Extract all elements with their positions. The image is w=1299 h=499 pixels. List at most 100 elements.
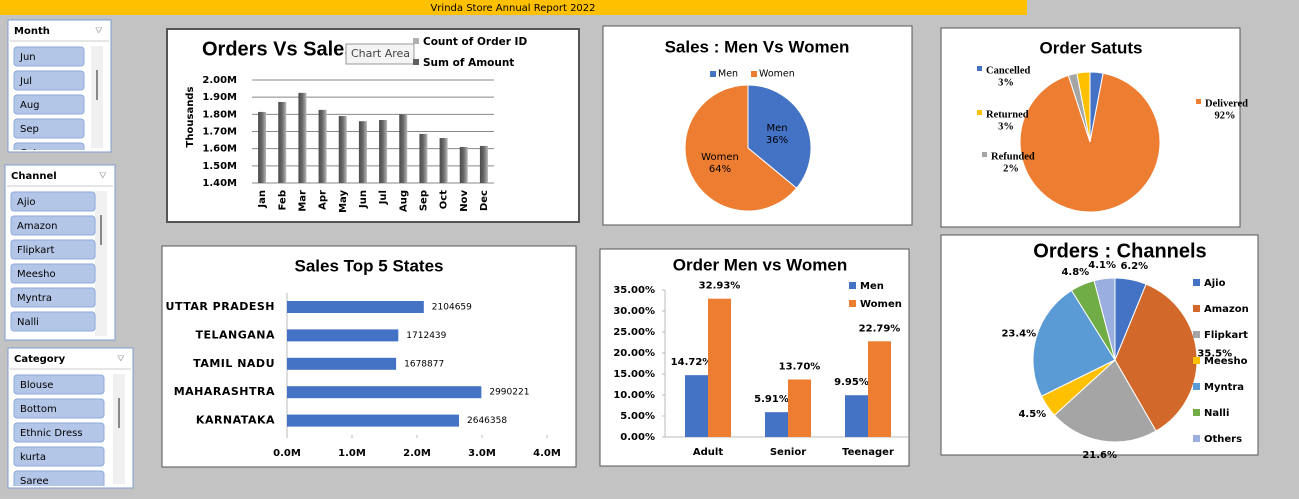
slicer-button-label[interactable]: Aug — [20, 100, 40, 111]
bar — [358, 121, 367, 183]
bar — [258, 111, 267, 183]
data-label-name: Refunded — [991, 151, 1035, 162]
slicer-button-label[interactable]: Jun — [19, 52, 36, 63]
bar — [439, 138, 448, 183]
y-tick-label: 1.90M — [202, 92, 237, 103]
filter-icon: ⛛ — [95, 27, 103, 37]
data-label: 64% — [709, 164, 731, 175]
bar — [788, 379, 811, 437]
data-label: 2104659 — [432, 303, 472, 313]
y-tick-label: 35.00% — [613, 285, 655, 296]
slicer-button-label[interactable]: Ethnic Dress — [20, 428, 83, 439]
slicer-button[interactable] — [13, 374, 105, 395]
bar — [298, 92, 307, 183]
filter-icon: ⛛ — [117, 355, 125, 365]
y-tick-label: TELANGANA — [195, 328, 275, 341]
tooltip-box — [345, 43, 415, 65]
y-tick-label: MAHARASHTRA — [174, 385, 275, 398]
scrollbar — [113, 374, 125, 484]
slicer-button[interactable] — [10, 263, 96, 284]
y-tick-label: 1.50M — [202, 161, 237, 172]
bar — [278, 101, 287, 183]
data-label: 14.72% — [671, 357, 713, 368]
slicer-button[interactable] — [13, 118, 85, 139]
legend-swatch — [977, 110, 982, 115]
y-tick-label: TAMIL NADU — [193, 357, 275, 370]
x-tick-label: Teenager — [842, 447, 894, 458]
x-tick-label: 0.0M — [273, 448, 301, 459]
slicer-button[interactable] — [10, 287, 96, 308]
y-tick-label: KARNATAKA — [196, 414, 275, 427]
slicer-button[interactable] — [13, 470, 105, 490]
bar — [287, 329, 399, 342]
legend-swatch — [1196, 99, 1201, 104]
legend-swatch — [1193, 435, 1200, 442]
slicer-button-label[interactable]: Amazon — [17, 221, 57, 232]
filter-icon: ⛛ — [99, 172, 107, 182]
slicer-button[interactable] — [13, 422, 105, 443]
tooltip: Chart Area — [351, 47, 410, 60]
slicer-button-label[interactable]: Flipkart — [17, 245, 55, 256]
legend-label: Myntra — [1204, 382, 1244, 393]
y-axis-label: Thousands — [185, 87, 196, 148]
legend-label: Others — [1204, 434, 1242, 445]
slicer-button[interactable] — [13, 398, 105, 419]
bar — [318, 109, 327, 183]
legend-label: Men — [860, 281, 884, 292]
legend-swatch — [1193, 383, 1200, 390]
data-label-name: Men — [766, 123, 787, 134]
data-label: 9.95% — [834, 377, 869, 388]
slicer-button[interactable] — [10, 191, 96, 212]
x-tick-label: 2.0M — [403, 448, 431, 459]
chart-title: Sales : Men Vs Women — [665, 37, 850, 56]
slicer-button-label[interactable]: Meesho — [17, 269, 56, 280]
chart-title: Sales Top 5 States — [295, 256, 444, 275]
legend-label: Women — [759, 69, 795, 80]
slicer-button-label[interactable]: Jul — [19, 76, 32, 87]
y-tick-label: 1.80M — [202, 109, 237, 120]
chart-title: Orders Vs Sales — [202, 38, 355, 60]
legend-swatch — [413, 38, 419, 44]
slicer-button-label[interactable]: Blouse — [20, 380, 53, 391]
data-label: 1712439 — [406, 331, 446, 341]
chart-title: Orders : Channels — [1033, 240, 1206, 262]
bar — [459, 146, 468, 183]
y-tick-label: 10.00% — [613, 390, 655, 401]
slicer-button-label[interactable]: Saree — [20, 476, 49, 487]
header-bar — [0, 0, 1027, 15]
pie-slice — [684, 84, 798, 212]
slicer-button-label[interactable]: Ajio — [17, 197, 36, 208]
pie-slice — [1093, 277, 1116, 361]
slicer-button-label[interactable]: Oct — [20, 148, 37, 159]
slicer-button[interactable] — [10, 215, 96, 236]
legend-label: Nalli — [1204, 408, 1229, 419]
slicer-button-label[interactable]: kurta — [20, 452, 46, 463]
x-tick-label: 3.0M — [468, 448, 496, 459]
data-label: 4.5% — [1018, 409, 1046, 420]
slicer-button-label[interactable]: Nalli — [17, 317, 39, 328]
scroll-thumb — [118, 398, 120, 428]
slicer-button-label[interactable]: Sep — [20, 124, 39, 135]
y-tick-label: 5.00% — [620, 411, 655, 422]
bar — [419, 133, 428, 183]
slicer-button[interactable] — [13, 142, 85, 162]
slicer-button[interactable] — [13, 70, 85, 91]
slicer-button-label[interactable]: Bottom — [20, 404, 57, 415]
slicer-items: Jun Jul Aug Sep Oct — [13, 46, 103, 162]
slicer-button-label[interactable]: Myntra — [17, 293, 52, 304]
slicer-button[interactable] — [13, 446, 105, 467]
pie-slice — [1076, 71, 1091, 143]
slicer-button[interactable] — [13, 94, 85, 115]
pie-slice — [1032, 289, 1116, 397]
slicer-title: Month — [14, 26, 50, 37]
slicer-button[interactable] — [10, 239, 96, 260]
pie-slice — [747, 84, 812, 189]
data-label: 22.79% — [859, 323, 901, 334]
slicer-button[interactable] — [13, 46, 85, 67]
x-tick-label: Senior — [770, 447, 806, 458]
bar — [399, 114, 408, 183]
slicer-button[interactable] — [10, 311, 96, 332]
y-tick-label: 1.40M — [202, 178, 237, 189]
legend-label: Flipkart — [1204, 330, 1248, 341]
x-tick-label: Aug — [398, 190, 409, 212]
